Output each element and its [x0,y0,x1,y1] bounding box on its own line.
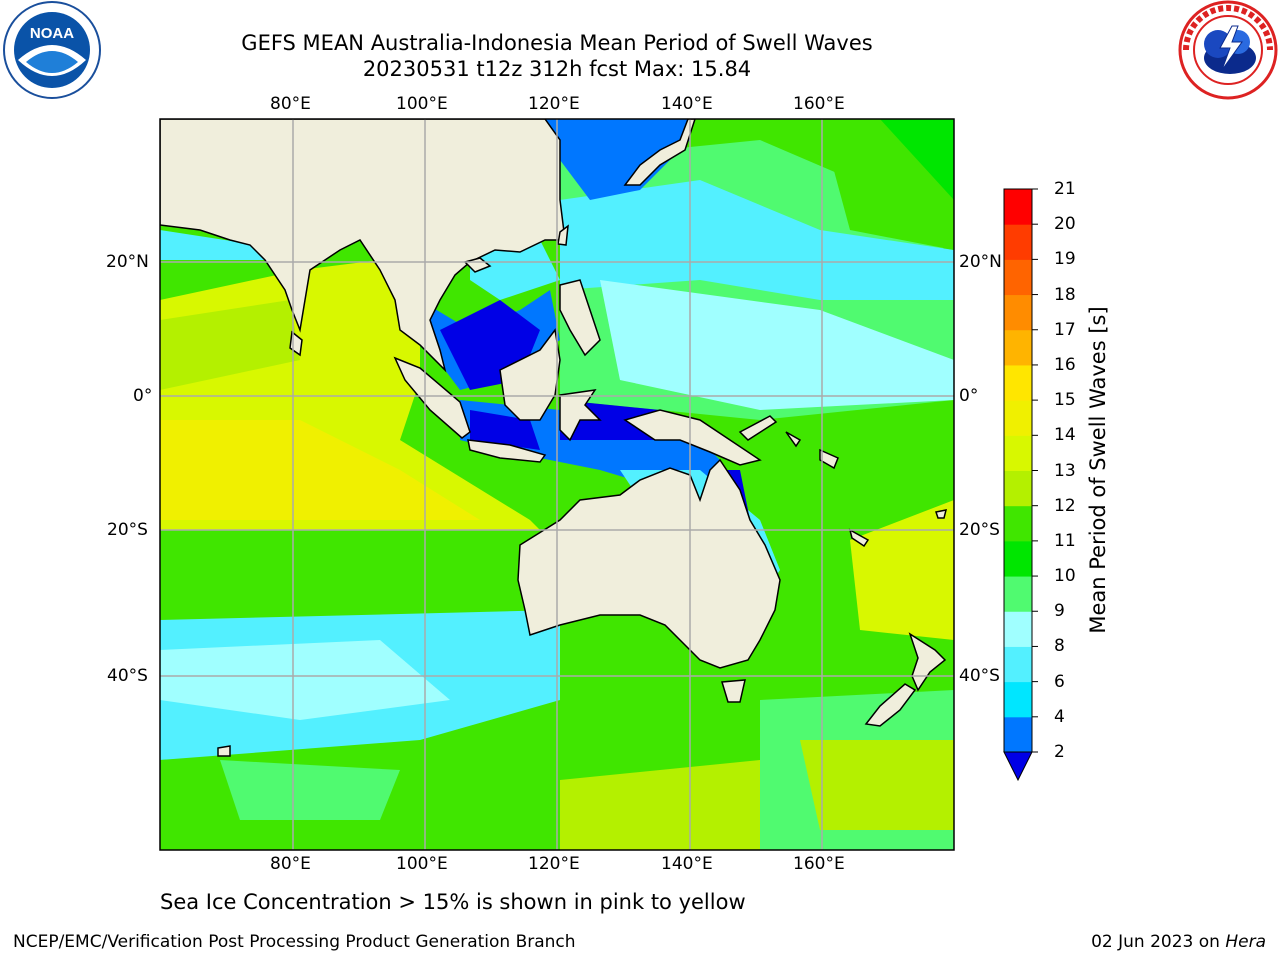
lat-tick-right: 20°S [959,520,1000,540]
colorbar-swatch [1004,329,1032,366]
colorbar-tick-label: 21 [1054,179,1076,199]
colorbar-tick-label: 6 [1054,671,1065,692]
colorbar-swatch [1004,576,1032,612]
colorbar-swatch [1004,364,1032,401]
lat-tick-right: 0° [959,386,979,406]
sea-ice-note: Sea Ice Concentration > 15% is shown in … [160,890,746,914]
colorbar-swatch [1004,294,1032,331]
lon-tick-top: 100°E [396,94,448,114]
colorbar-swatch [1004,540,1032,577]
new-guinea [623,409,762,466]
chart-title: GEFS MEAN Australia-Indonesia Mean Perio… [241,31,873,55]
footer-date-text: 02 Jun 2023 on [1091,932,1226,952]
australia [517,458,781,669]
colorbar-swatch [1004,611,1032,647]
colorbar-tick-label: 11 [1054,530,1076,551]
colorbar-title: Mean Period of Swell Waves [s] [1086,306,1110,634]
colorbar-tick-label: 10 [1054,566,1076,587]
colorbar-tick-label: 20 [1054,214,1076,235]
colorbar [1003,188,1038,782]
national-weather-service-logo-icon [1178,0,1278,100]
land-masses [160,119,948,757]
colorbar-swatch [1004,681,1032,718]
colorbar-swatch [1004,224,1032,260]
sulawesi [559,389,602,442]
taiwan [557,224,569,246]
colorbar-tick-label: 15 [1054,390,1076,411]
colorbar-swatch [1004,400,1032,436]
map-frame [159,118,955,851]
philippines [559,279,601,357]
borneo [499,328,561,421]
colorbar-tick-label: 13 [1054,460,1076,481]
colorbar-tick-label: 2 [1054,742,1065,762]
lon-tick-top: 120°E [528,94,580,114]
new-zealand-south-island [864,683,917,727]
colorbar-tick-label: 12 [1054,495,1076,516]
footer-organization: NCEP/EMC/Verification Post Processing Pr… [13,932,576,952]
colorbar-swatch [1004,505,1032,542]
colorbar-tick-label: 19 [1054,249,1076,270]
lon-tick-top: 140°E [661,94,713,114]
colorbar-tick-label: 9 [1054,601,1065,622]
colorbar-swatch [1004,716,1032,753]
colorbar-swatch [1004,470,1032,507]
lon-tick-top: 160°E [793,94,845,114]
footer-date: 02 Jun 2023 on Hera [1091,932,1266,952]
noaa-logo-text: NOAA [30,25,74,42]
colorbar-tick-label: 8 [1054,636,1065,657]
footer-host: Hera [1225,932,1266,952]
java [467,439,547,463]
lat-tick-left: 20°N [106,252,149,272]
lat-tick-right: 40°S [959,666,1000,686]
noaa-logo-icon: NOAA [3,1,101,99]
lon-tick-bottom: 140°E [661,854,713,874]
lat-tick-left: 20°S [107,520,148,540]
colorbar-swatch [1004,646,1032,683]
colorbar-swatch [1004,189,1032,225]
lon-tick-bottom: 120°E [528,854,580,874]
colorbar-swatch [1004,435,1032,471]
lon-tick-bottom: 160°E [793,854,845,874]
lon-tick-bottom: 80°E [270,854,311,874]
asia-mainland [160,119,566,373]
sumatra [393,356,471,439]
colorbar-swatch [1004,259,1032,296]
tasmania [721,679,746,703]
colorbar-tick-label: 16 [1054,354,1076,375]
lat-tick-right: 20°N [959,252,1002,272]
chart-subtitle: 20230531 t12z 312h fcst Max: 15.84 [362,57,752,81]
lon-tick-bottom: 100°E [396,854,448,874]
colorbar-tick-label: 17 [1054,319,1076,340]
lon-tick-top: 80°E [270,94,311,114]
japan [623,119,696,186]
colorbar-tick-label: 4 [1054,706,1065,727]
lat-tick-left: 40°S [107,666,148,686]
lat-tick-left: 0° [133,386,153,406]
colorbar-tick-label: 18 [1054,284,1076,305]
map-gridlines [160,119,954,850]
colorbar-under-arrow [1003,751,1033,782]
colorbar-tick-label: 14 [1054,425,1076,446]
